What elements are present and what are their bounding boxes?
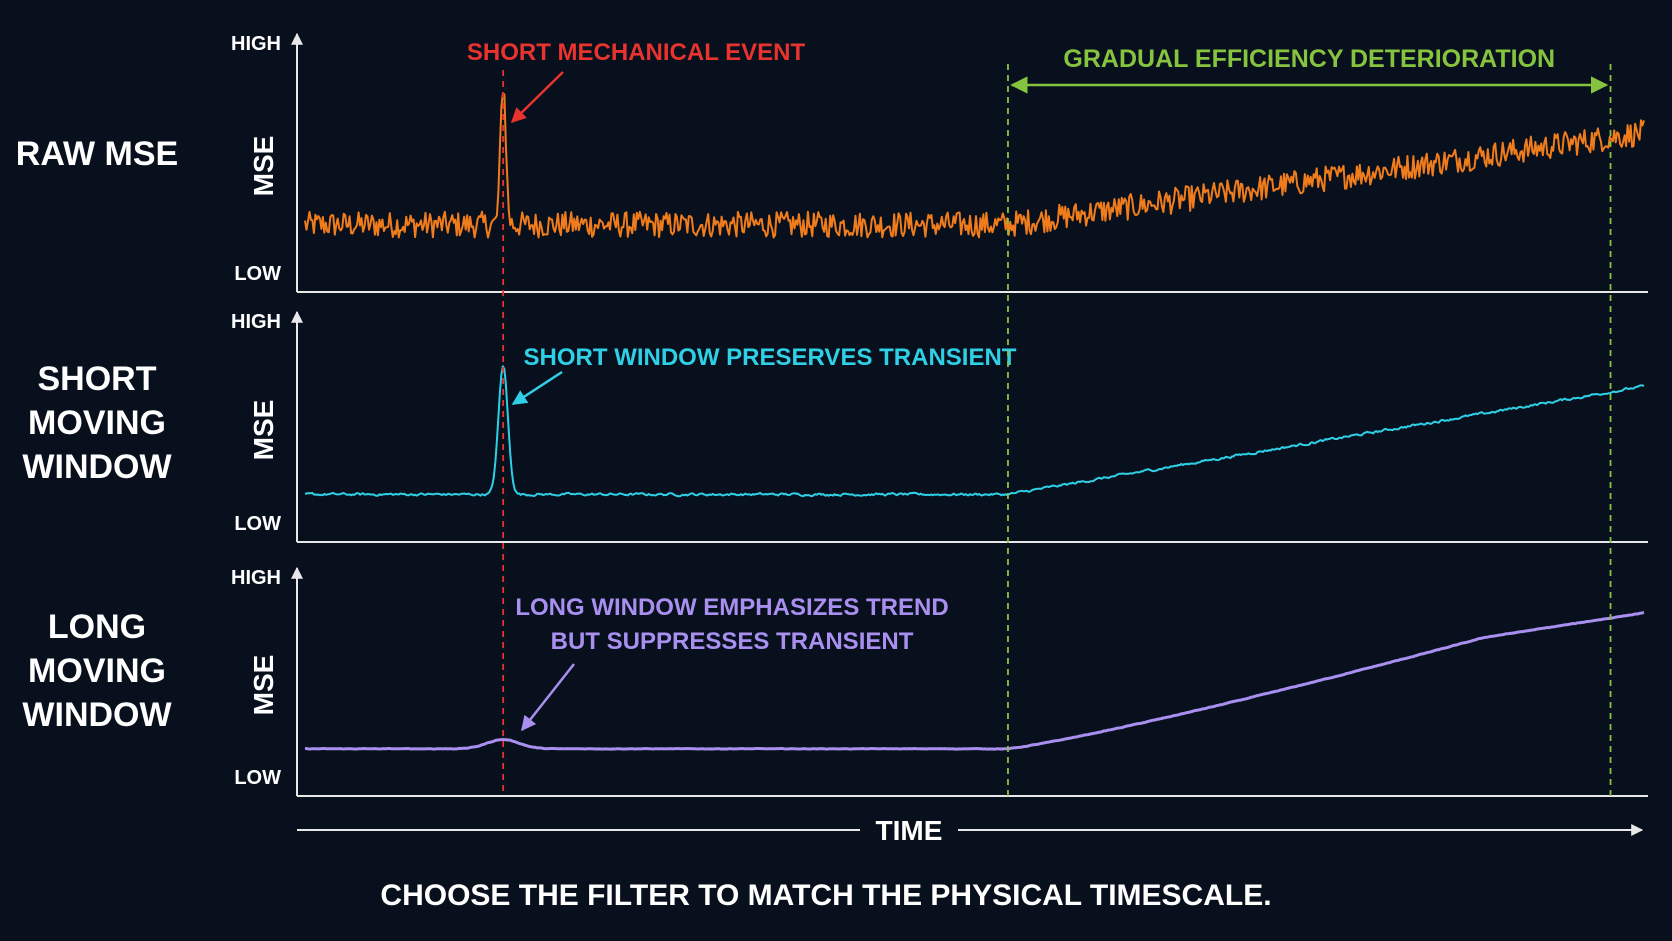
row-label: WINDOW bbox=[22, 696, 172, 734]
y-tick-high: HIGH bbox=[231, 33, 281, 55]
annotation-arrow bbox=[511, 370, 563, 406]
annotation-arrow bbox=[521, 663, 575, 732]
time-axis: TIME bbox=[297, 815, 1644, 846]
y-tick-high: HIGH bbox=[231, 567, 281, 589]
y-axis-label: MSE bbox=[248, 655, 279, 716]
y-tick-high: HIGH bbox=[231, 311, 281, 333]
series-line bbox=[304, 611, 1645, 751]
y-tick-low: LOW bbox=[234, 767, 281, 789]
y-tick-low: LOW bbox=[234, 513, 281, 535]
time-markers: GRADUAL EFFICIENCY DETERIORATION bbox=[502, 45, 1612, 796]
row-label: MOVING bbox=[28, 652, 166, 690]
y-axis-label: MSE bbox=[248, 400, 279, 461]
chart-panel: HIGH LOW MSE LONG MOVING WINDOW LONG WINDOW EM… bbox=[22, 566, 1648, 797]
annotation-text: BUT SUPPRESSES TRANSIENT bbox=[551, 628, 914, 655]
series-line bbox=[304, 365, 1645, 498]
series-line bbox=[304, 92, 1645, 239]
time-axis-label: TIME bbox=[876, 815, 943, 846]
annotation-text: LONG WINDOW EMPHASIZES TREND bbox=[515, 594, 948, 621]
row-label: LONG bbox=[48, 608, 146, 646]
row-label: SHORT bbox=[38, 360, 157, 398]
row-label: MOVING bbox=[28, 404, 166, 442]
annotation-arrow bbox=[510, 71, 564, 124]
row-label: RAW MSE bbox=[16, 135, 178, 173]
chart-panel: HIGH LOW MSE SHORT MOVING WINDOW SHORT WINDOW … bbox=[22, 310, 1648, 543]
annotation-text: SHORT WINDOW PRESERVES TRANSIENT bbox=[524, 344, 1017, 371]
row-label: WINDOW bbox=[22, 448, 172, 486]
y-axis-label: MSE bbox=[248, 136, 279, 197]
annotation-text: SHORT MECHANICAL EVENT bbox=[467, 39, 806, 66]
y-tick-low: LOW bbox=[234, 263, 281, 285]
footer-caption: CHOOSE THE FILTER TO MATCH THE PHYSICAL … bbox=[380, 879, 1271, 912]
deterioration-label: GRADUAL EFFICIENCY DETERIORATION bbox=[1063, 45, 1555, 73]
chart-panel: HIGH LOW MSE RAW MSE SHORT MECHANICAL EVENT bbox=[16, 32, 1648, 293]
